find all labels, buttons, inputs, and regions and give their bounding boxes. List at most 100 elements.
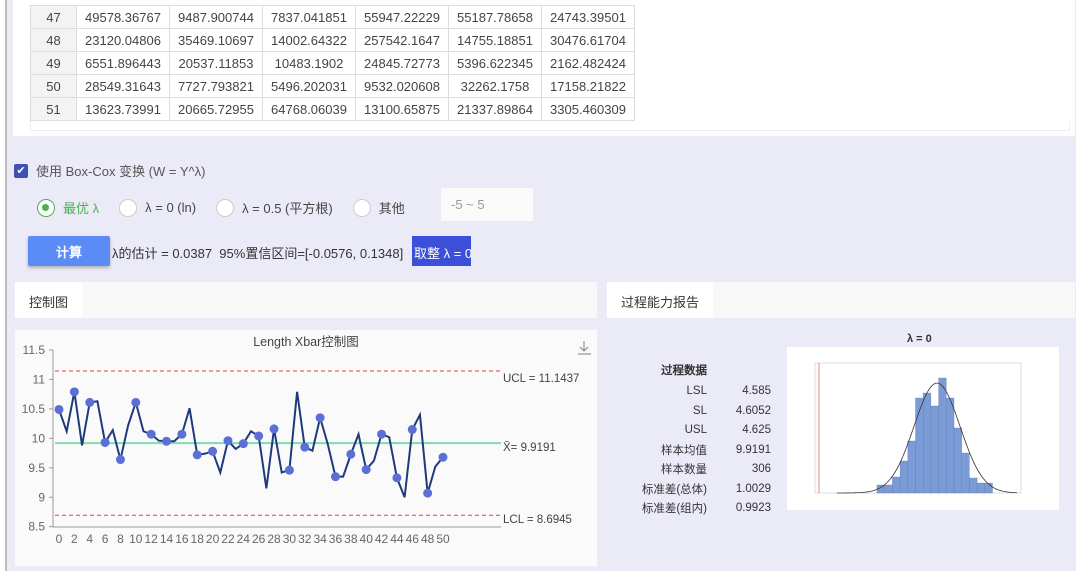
y-tick-label: 9.5 xyxy=(28,461,45,475)
data-point xyxy=(146,429,156,439)
data-point xyxy=(238,439,248,449)
process-data-row: 样本均值 9.9191 xyxy=(627,440,771,460)
x-tick-label: 22 xyxy=(221,532,235,546)
histogram-image xyxy=(787,347,1059,510)
data-point xyxy=(208,446,218,456)
row-index: 50 xyxy=(30,74,77,98)
boxcox-checkbox-label: 使用 Box-Cox 变换 (W = Y^λ) xyxy=(36,164,206,179)
y-tick-label: 10 xyxy=(32,431,46,445)
tab-control-chart[interactable]: 控制图 xyxy=(15,282,83,318)
x-tick-label: 32 xyxy=(298,532,312,546)
radio-other[interactable]: 其他 xyxy=(352,198,405,217)
radio-icon[interactable] xyxy=(37,198,55,217)
x-tick-label: 30 xyxy=(283,532,297,546)
x-tick-label: 18 xyxy=(191,532,205,546)
process-data: 过程数据 LSL 4.585 SL 4.6052 USL 4.625 样本均值 9.9191 样… xyxy=(627,362,771,518)
data-point xyxy=(192,450,202,460)
radio-icon[interactable] xyxy=(119,198,138,217)
process-data-row: USL 4.625 xyxy=(627,421,771,441)
table-cell: 35469.10697 xyxy=(169,28,263,52)
y-tick-label: 8.5 xyxy=(28,520,45,534)
data-table-panel: 47 49578.36767 9487.900744 7837.041851 55947… xyxy=(13,0,1075,136)
x-tick-label: 38 xyxy=(344,532,358,546)
capability-report-panel: 过程数据 LSL 4.585 SL 4.6052 USL 4.625 样本均值 9.9191 样… xyxy=(607,318,1075,566)
table-cell: 20537.11853 xyxy=(169,51,263,75)
data-point xyxy=(361,465,371,475)
radio-lambda-0-5[interactable]: λ = 0.5 (平方根) xyxy=(216,198,333,217)
data-point xyxy=(162,436,172,446)
process-data-value: 1.0029 xyxy=(735,482,771,495)
table-cell: 5496.202031 xyxy=(262,74,356,98)
x-tick-label: 46 xyxy=(406,532,420,546)
x-tick-label: 4 xyxy=(86,532,93,546)
table-cell: 30476.61704 xyxy=(541,28,635,52)
data-point xyxy=(377,429,387,439)
x-tick-label: 50 xyxy=(436,532,450,546)
lcl-label: LCL = 8.6945 xyxy=(503,514,572,526)
tab-capability-report[interactable]: 过程能力报告 xyxy=(607,282,714,318)
process-data-value: 4.625 xyxy=(742,424,771,437)
x-tick-label: 26 xyxy=(252,532,266,546)
data-point xyxy=(438,452,448,462)
x-tick-label: 44 xyxy=(390,532,404,546)
table-cell: 17158.21822 xyxy=(541,74,635,98)
x-tick-label: 40 xyxy=(360,532,374,546)
calculate-button[interactable]: 计算 xyxy=(28,236,110,266)
boxcox-checkbox[interactable]: ✔ 使用 Box-Cox 变换 (W = Y^λ) xyxy=(14,161,205,180)
row-index: 49 xyxy=(30,51,77,75)
x-tick-label: 36 xyxy=(329,532,343,546)
data-point xyxy=(330,472,340,482)
table-cell: 21337.89864 xyxy=(448,97,542,121)
table-footer xyxy=(30,121,1070,131)
process-data-value: 4.585 xyxy=(742,385,771,398)
x-tick-label: 42 xyxy=(375,532,389,546)
table-row: 49 6551.896443 20537.11853 10483.1902 24845.… xyxy=(30,51,635,75)
radio-lambda-0[interactable]: λ = 0 (ln) xyxy=(119,198,196,217)
checkbox-checked-icon[interactable]: ✔ xyxy=(14,163,28,178)
lambda-range-input[interactable]: -5 ~ 5 xyxy=(441,188,533,221)
control-chart-panel: Length Xbar控制图 8.5 9 9.5 10 10.5 11 11.5 0 2 4 6 8 10… xyxy=(15,330,597,566)
ucl-label: UCL = 11.1437 xyxy=(503,373,579,385)
x-tick-label: 10 xyxy=(129,532,143,546)
process-data-value: 306 xyxy=(751,463,771,476)
table-row: 51 13623.73991 20665.72955 64768.06039 13100… xyxy=(30,97,635,121)
table-cell: 7727.793821 xyxy=(169,74,263,98)
radio-icon[interactable] xyxy=(352,198,371,217)
data-point xyxy=(100,437,110,447)
lambda-estimate-text: λ的估计 = 0.0387 95%置信区间=[-0.0576, 0.1348] xyxy=(112,246,404,261)
x-tick-label: 2 xyxy=(71,532,78,546)
data-point xyxy=(392,473,402,483)
radio-icon[interactable] xyxy=(216,198,235,217)
radio-optimal-lambda[interactable]: 最优 λ xyxy=(37,198,99,217)
data-point xyxy=(346,449,356,459)
table-cell: 24743.39501 xyxy=(541,5,635,29)
report-tabbar: 过程能力报告 xyxy=(607,282,1075,318)
table-cell: 64768.06039 xyxy=(262,97,356,121)
table-cell: 5396.622345 xyxy=(448,51,542,75)
row-index: 51 xyxy=(30,97,77,121)
x-tick-label: 6 xyxy=(102,532,109,546)
radio-label: 其他 xyxy=(378,201,405,216)
table-cell: 9487.900744 xyxy=(169,5,263,29)
table-cell: 13100.65875 xyxy=(355,97,449,121)
lambda-radio-group: 最优 λ λ = 0 (ln) λ = 0.5 (平方根) 其他 xyxy=(37,198,425,217)
process-data-row: SL 4.6052 xyxy=(627,401,771,421)
table-cell: 257542.1647 xyxy=(355,28,449,52)
x-tick-label: 0 xyxy=(56,532,63,546)
table-cell: 32262.1758 xyxy=(448,74,542,98)
data-point xyxy=(131,397,141,407)
data-point xyxy=(177,429,187,439)
x-tick-label: 24 xyxy=(237,532,251,546)
process-data-value: 9.9191 xyxy=(735,443,771,456)
data-point xyxy=(300,442,310,452)
table-cell: 55947.22229 xyxy=(355,5,449,29)
data-point xyxy=(284,465,294,475)
data-point xyxy=(315,413,325,423)
download-icon[interactable] xyxy=(578,341,591,355)
x-tick-label: 8 xyxy=(117,532,124,546)
y-tick-label: 11 xyxy=(33,372,46,386)
data-point xyxy=(69,387,79,397)
y-tick-label: 10.5 xyxy=(22,402,46,416)
table-cell: 14755.18851 xyxy=(448,28,542,52)
